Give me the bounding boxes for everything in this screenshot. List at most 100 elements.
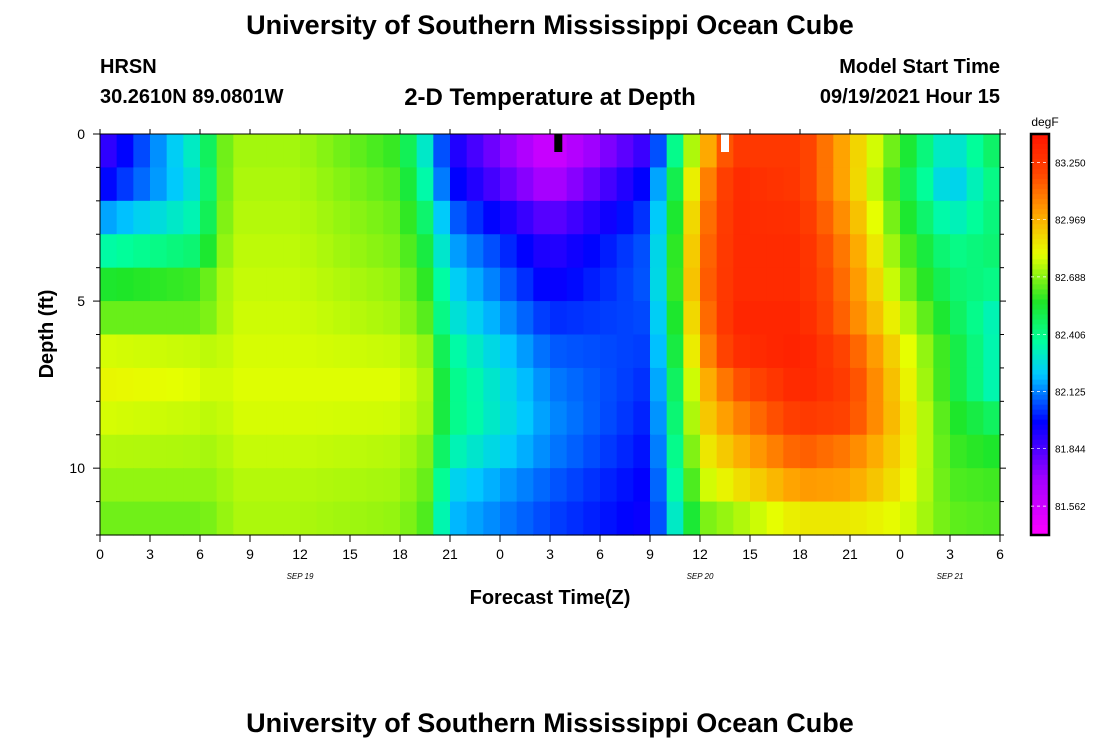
heatmap-cell <box>500 200 518 235</box>
heatmap-cell <box>200 468 218 503</box>
heatmap-cell <box>366 234 384 269</box>
heatmap-cell <box>266 301 284 336</box>
heatmap-cell <box>716 501 734 536</box>
heatmap-cell <box>833 134 851 169</box>
heatmap-cell <box>816 134 834 169</box>
heatmap-cell <box>866 367 884 402</box>
heatmap-cell <box>633 267 651 302</box>
heatmap-cell <box>800 167 818 202</box>
heatmap-cell <box>133 334 151 369</box>
heatmap-cell <box>550 501 568 536</box>
colorbar-swatch <box>1031 189 1049 195</box>
heatmap-cell <box>850 200 868 235</box>
heatmap-cell <box>800 434 818 469</box>
heatmap-cell <box>766 334 784 369</box>
heatmap-cell <box>600 367 618 402</box>
colorbar-swatch <box>1031 419 1049 426</box>
colorbar-swatch <box>1031 499 1049 506</box>
heatmap-cell <box>300 200 318 235</box>
heatmap-cell <box>366 401 384 436</box>
colorbar-swatch <box>1031 364 1049 371</box>
heatmap-cell <box>816 200 834 235</box>
heatmap-cell <box>566 401 584 436</box>
heatmap-cell <box>350 501 368 536</box>
heatmap-cell <box>216 501 234 536</box>
heatmap-cell <box>816 501 834 536</box>
heatmap-cell <box>450 401 468 436</box>
heatmap-cell <box>350 200 368 235</box>
heatmap-cell <box>650 434 668 469</box>
colorbar-swatch <box>1031 144 1049 150</box>
heatmap-cell <box>483 501 501 536</box>
heatmap-cell <box>616 267 634 302</box>
heatmap-cell <box>483 200 501 235</box>
heatmap-cell <box>683 501 701 536</box>
heatmap-cell <box>833 234 851 269</box>
heatmap-cell <box>283 468 301 503</box>
heatmap-cell <box>333 134 351 169</box>
heatmap-cell <box>750 234 768 269</box>
x-tick-label: 15 <box>742 546 758 562</box>
heatmap-cell <box>566 367 584 402</box>
heatmap-cell <box>850 468 868 503</box>
colorbar-swatch <box>1031 404 1049 411</box>
heatmap-cell <box>816 468 834 503</box>
x-axis: 0 3 6 9 12 15 18 21 0 3 6 9 12 15 18 21 0 3 6 SEP 19 SEP 20 S… <box>96 129 1004 581</box>
heatmap-cell <box>666 134 684 169</box>
heatmap-cell <box>116 334 134 369</box>
heatmap-cell <box>216 367 234 402</box>
heatmap-cell <box>266 501 284 536</box>
heatmap-cell <box>900 401 918 436</box>
heatmap-cell <box>883 134 901 169</box>
time-marker <box>721 134 729 152</box>
heatmap-cell <box>483 167 501 202</box>
heatmap-cell <box>200 301 218 336</box>
colorbar-swatch <box>1031 384 1049 391</box>
colorbar-swatch <box>1031 494 1049 501</box>
heatmap-cell <box>550 234 568 269</box>
heatmap-cell <box>583 167 601 202</box>
heatmap-cell <box>766 501 784 536</box>
heatmap-cell <box>333 401 351 436</box>
heatmap-cell <box>916 434 934 469</box>
heatmap-cell <box>900 301 918 336</box>
heatmap-cell <box>850 167 868 202</box>
heatmap-cell <box>100 267 118 302</box>
heatmap-cell <box>866 134 884 169</box>
heatmap-cell <box>783 334 801 369</box>
heatmap-cell <box>766 167 784 202</box>
colorbar-swatch <box>1031 269 1049 275</box>
heatmap-cell <box>600 301 618 336</box>
heatmap-cell <box>633 301 651 336</box>
heatmap-cell <box>283 167 301 202</box>
colorbar-swatch <box>1031 204 1049 210</box>
heatmap-cell <box>916 134 934 169</box>
heatmap-cell <box>416 200 434 235</box>
heatmap-cell <box>533 167 551 202</box>
heatmap-cell <box>750 434 768 469</box>
heatmap-cell <box>933 367 951 402</box>
heatmap-cell <box>500 501 518 536</box>
heatmap-cell <box>300 234 318 269</box>
colorbar-swatch <box>1031 299 1049 306</box>
x-tick-label: 3 <box>946 546 954 562</box>
colorbar-swatch <box>1031 349 1049 356</box>
heatmap-cell <box>516 334 534 369</box>
heatmap-cell <box>566 301 584 336</box>
heatmap-cell <box>683 468 701 503</box>
heatmap-cell <box>983 301 1001 336</box>
y-axis-label: Depth (ft) <box>36 290 58 379</box>
heatmap-cell <box>633 501 651 536</box>
heatmap-cell <box>933 234 951 269</box>
heatmap-cell <box>400 267 418 302</box>
heatmap-cell <box>466 367 484 402</box>
heatmap-cell <box>550 401 568 436</box>
heatmap-cell <box>483 267 501 302</box>
heatmap-cell <box>950 434 968 469</box>
colorbar-swatch <box>1031 284 1049 290</box>
heatmap-cell <box>400 167 418 202</box>
colorbar-swatch <box>1031 394 1049 401</box>
heatmap-cell <box>416 334 434 369</box>
heatmap-cell <box>883 434 901 469</box>
heatmap-cell <box>933 501 951 536</box>
